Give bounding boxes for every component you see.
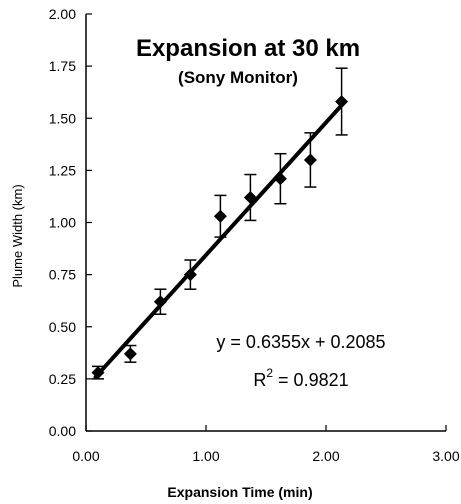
x-tick-label: 1.00	[192, 448, 219, 464]
x-tick-label: 3.00	[432, 448, 459, 464]
y-tick-label: 1.25	[49, 162, 76, 178]
chart-subtitle: (Sony Monitor)	[178, 68, 298, 87]
x-tick-label: 0.00	[72, 448, 99, 464]
y-tick-label: 0.00	[49, 423, 76, 439]
r2-superscript: 2	[266, 366, 273, 380]
fit-line-group	[93, 100, 346, 379]
x-axis-label: Expansion Time (min)	[167, 484, 312, 500]
data-point-marker	[273, 172, 287, 186]
y-tick-label: 2.00	[49, 6, 76, 22]
chart-title: Expansion at 30 km	[136, 35, 360, 62]
fit-line	[93, 100, 346, 379]
y-tick-label: 0.50	[49, 319, 76, 335]
data-points	[91, 67, 349, 380]
data-point-marker	[243, 190, 257, 204]
fit-equation: y = 0.6355x + 0.2085	[216, 332, 385, 352]
data-point-marker	[153, 295, 167, 309]
data-point-marker	[335, 95, 349, 109]
r2-prefix: R	[253, 370, 266, 390]
data-point-marker	[303, 153, 317, 167]
data-point-marker	[183, 268, 197, 282]
data-point-marker	[213, 209, 227, 223]
data-point-marker	[91, 366, 105, 380]
x-tick-label: 2.00	[312, 448, 339, 464]
y-axis-label: Plume Width (km)	[10, 184, 25, 287]
r2-value: = 0.9821	[273, 370, 349, 390]
r-squared: R2 = 0.9821	[253, 366, 348, 390]
ticks: 0.00 0.25 0.50 0.75 1.00 1.25 1.50 1.75 2.00 0.00…	[49, 6, 460, 464]
y-tick-label: 1.50	[49, 110, 76, 126]
y-tick-label: 0.25	[49, 371, 76, 387]
data-point-marker	[123, 347, 137, 361]
y-tick-label: 0.75	[49, 267, 76, 283]
y-tick-label: 1.75	[49, 58, 76, 74]
y-tick-label: 1.00	[49, 215, 76, 231]
